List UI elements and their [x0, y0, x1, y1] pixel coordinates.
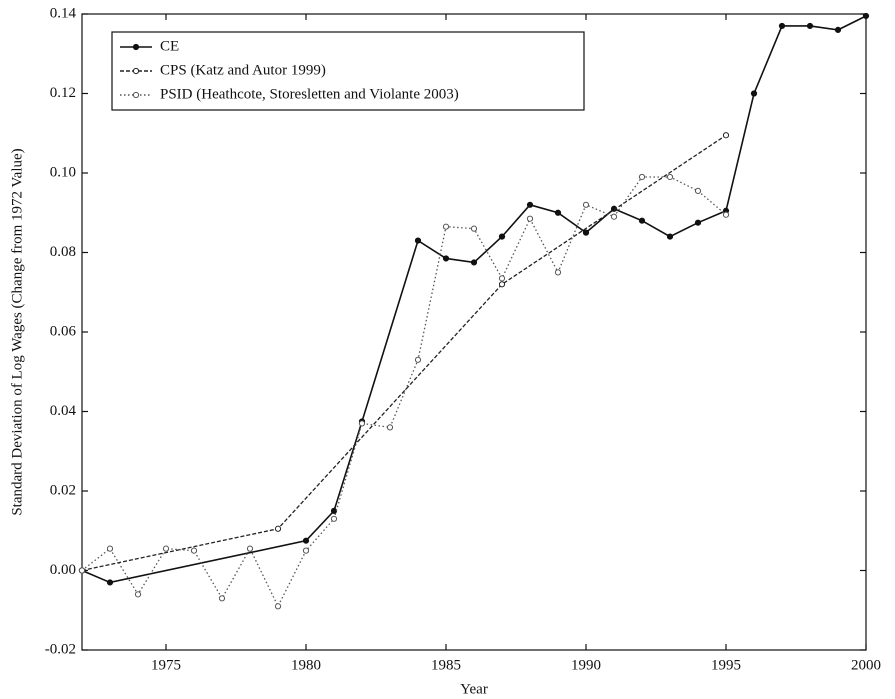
legend-label: CPS (Katz and Autor 1999) — [160, 62, 326, 78]
data-point — [778, 22, 786, 30]
data-point — [806, 22, 814, 30]
data-point — [582, 201, 590, 208]
data-point — [162, 545, 170, 552]
data-point — [386, 424, 394, 431]
legend-marker — [132, 91, 140, 99]
data-point — [246, 545, 254, 552]
y-tick-label: 0.14 — [50, 5, 77, 21]
legend-marker — [132, 43, 140, 51]
data-point — [78, 567, 86, 574]
data-point — [414, 237, 422, 244]
y-tick-label: 0.08 — [50, 244, 76, 260]
legend-label: CE — [160, 38, 179, 54]
data-point — [526, 201, 534, 208]
data-point — [302, 547, 310, 554]
y-tick-label: 0.04 — [50, 403, 77, 419]
x-tick-label: 2000 — [851, 657, 881, 673]
x-tick-label: 1985 — [431, 657, 461, 673]
y-tick-label: 0.12 — [50, 85, 76, 101]
y-tick-label: -0.02 — [45, 641, 76, 657]
data-point — [610, 213, 618, 220]
data-point — [274, 603, 282, 610]
data-point — [106, 579, 114, 586]
data-point — [750, 90, 758, 97]
data-point — [582, 229, 590, 236]
data-point — [554, 209, 562, 216]
data-point — [414, 356, 422, 363]
data-point — [498, 275, 506, 282]
y-tick-label: 0.02 — [50, 482, 76, 498]
y-tick-label: 0.10 — [50, 164, 76, 180]
series-line — [81, 134, 727, 572]
data-point — [498, 233, 506, 240]
y-tick-label: 0.06 — [50, 323, 77, 339]
data-point — [722, 211, 730, 218]
data-point — [694, 219, 702, 226]
data-point — [134, 591, 142, 598]
data-point — [358, 420, 366, 427]
data-point — [470, 259, 478, 266]
data-point — [694, 187, 702, 194]
data-point — [666, 173, 674, 181]
x-tick-label: 1995 — [711, 657, 741, 673]
x-axis-label: Year — [460, 681, 488, 697]
data-point — [638, 217, 646, 224]
data-point — [218, 595, 226, 602]
data-point — [330, 515, 338, 522]
series-line — [81, 15, 867, 584]
x-tick-label: 1990 — [571, 657, 601, 673]
data-point — [470, 225, 478, 232]
data-point — [106, 545, 114, 552]
data-point — [666, 233, 674, 240]
x-tick-label: 1980 — [291, 657, 321, 673]
legend-box — [111, 31, 585, 111]
data-point — [302, 537, 310, 544]
data-point — [722, 132, 730, 139]
y-axis-label: Standard Deviation of Log Wages (Change … — [9, 148, 25, 515]
series-line — [81, 176, 727, 608]
data-point — [638, 173, 646, 181]
data-point — [862, 12, 870, 20]
x-tick-label: 1975 — [151, 657, 181, 673]
data-point — [442, 223, 450, 230]
legend-label: PSID (Heathcote, Storesletten and Violan… — [160, 86, 459, 102]
data-point — [526, 215, 534, 222]
data-point — [834, 26, 842, 33]
legend-marker — [132, 67, 140, 75]
data-point — [554, 269, 562, 276]
data-point — [442, 255, 450, 262]
y-tick-label: 0.00 — [50, 562, 76, 578]
data-point — [498, 281, 506, 288]
data-point — [274, 525, 282, 532]
data-point — [190, 547, 198, 554]
